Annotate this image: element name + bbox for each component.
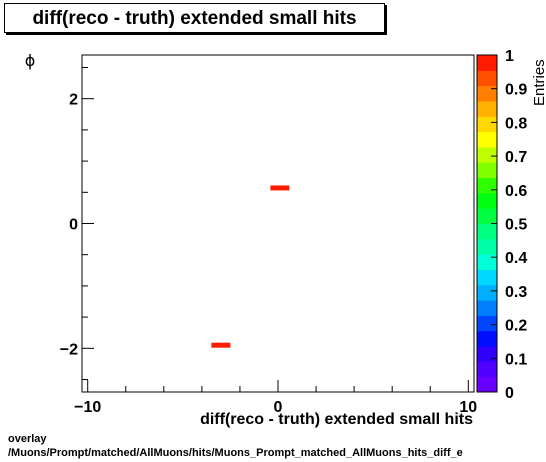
heatmap-cell-2	[211, 342, 231, 348]
axes: −10 0 10 −2 0 2	[60, 54, 477, 416]
color-band	[477, 361, 497, 378]
color-band	[477, 269, 497, 286]
color-band	[477, 55, 497, 71]
color-tick-label: 0.5	[505, 217, 527, 234]
color-band	[477, 284, 497, 301]
color-band	[477, 177, 497, 194]
x-axis-title: diff(reco - truth) extended small hits	[200, 411, 473, 428]
x-tick-label: 0	[274, 399, 283, 416]
color-band	[477, 238, 497, 255]
y-tick-label: 0	[69, 217, 78, 234]
color-band	[477, 162, 497, 179]
color-band	[477, 85, 497, 102]
color-band	[477, 131, 497, 148]
color-band	[477, 70, 497, 87]
footer: overlay /Muons/Prompt/matched/AllMuons/h…	[8, 432, 463, 460]
plot-area	[211, 185, 290, 348]
y-axis-title: ϕ	[25, 51, 36, 70]
color-band	[477, 146, 497, 163]
color-band	[477, 192, 497, 209]
color-tick-label: 0.2	[505, 318, 527, 335]
color-band	[477, 254, 497, 270]
y-tick-label: 2	[69, 92, 78, 109]
color-tick-label: 0.4	[505, 250, 527, 267]
color-band	[477, 223, 497, 240]
color-tick-label: 0.8	[505, 115, 527, 132]
color-tick-label: 0.3	[505, 284, 527, 301]
footer-line-1: overlay	[8, 433, 47, 445]
color-band	[477, 330, 497, 347]
heatmap-cell-1	[270, 185, 290, 191]
color-band	[477, 315, 497, 332]
color-axis-title: Entries	[531, 59, 546, 106]
color-band	[477, 346, 497, 362]
footer-line-2: /Muons/Prompt/matched/AllMuons/hits/Muon…	[8, 447, 463, 459]
chart-title: diff(reco - truth) extended small hits	[32, 8, 357, 29]
color-tick-label: 0.1	[505, 351, 527, 368]
color-band	[477, 376, 497, 393]
color-tick-label: 0.6	[505, 183, 527, 200]
color-band	[477, 208, 497, 224]
chart: −10 0 10 −2 0 2 0 0.1 0.2 0.3 0.4 0.5 0.6 0.7 0.8 0.9 1…	[25, 48, 546, 428]
color-tick-label: 1	[505, 48, 514, 65]
color-band	[477, 116, 497, 133]
color-tick-label: 0.7	[505, 149, 527, 166]
plot-frame	[81, 54, 475, 393]
x-tick-label: 10	[459, 399, 477, 416]
color-band	[477, 100, 497, 117]
color-tick-label: 0.9	[505, 82, 527, 99]
y-tick-label: −2	[60, 341, 78, 358]
title-box: diff(reco - truth) extended small hits	[4, 3, 385, 33]
color-scale: 0 0.1 0.2 0.3 0.4 0.5 0.6 0.7 0.8 0.9 1	[476, 48, 527, 402]
color-tick-label: 0	[505, 385, 514, 402]
color-band	[477, 300, 497, 316]
x-tick-label: −10	[74, 399, 101, 416]
